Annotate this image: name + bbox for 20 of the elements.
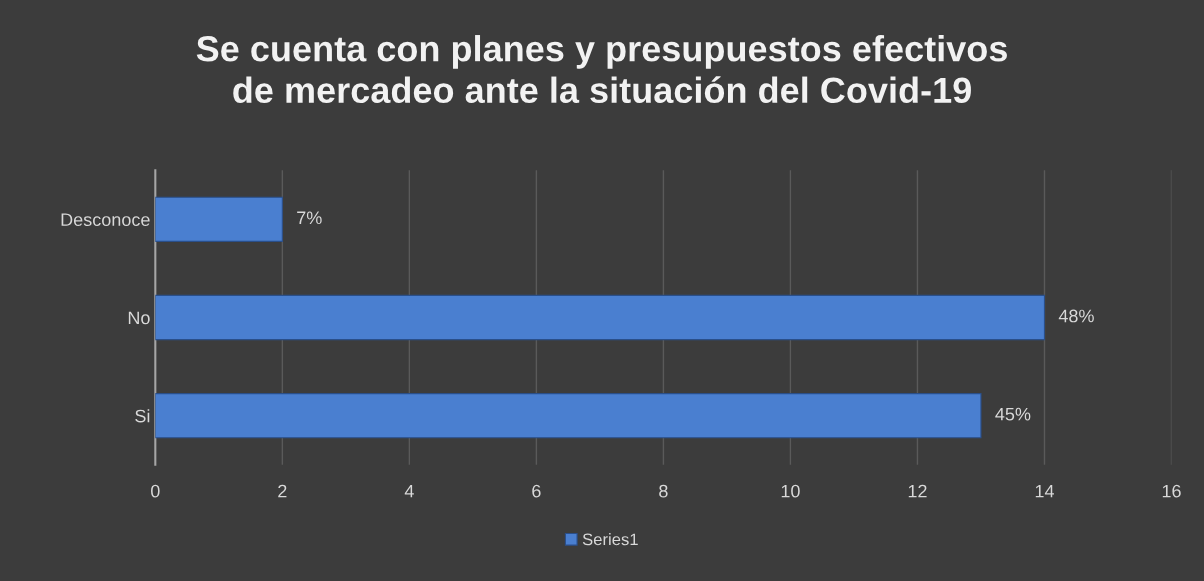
x-tick-label: 16 <box>1162 484 1181 498</box>
x-tick-label: 0 <box>151 484 160 498</box>
x-tick-label: 14 <box>1035 484 1054 498</box>
annotation: 7% <box>297 211 322 225</box>
y-tick-label: Desconoce <box>61 213 150 227</box>
x-tick-label: 12 <box>908 484 927 498</box>
x-tick-label: 2 <box>278 484 287 498</box>
x-tick-label: 4 <box>404 484 414 498</box>
legend-label: Series1 <box>582 533 638 546</box>
bar <box>155 294 1046 341</box>
annotation: 45% <box>995 407 1031 421</box>
x-tick-label: 10 <box>781 484 800 498</box>
x-tick-label: 8 <box>659 484 668 498</box>
bar <box>155 196 283 242</box>
bar <box>155 393 982 439</box>
chart-title: Se cuenta con planes y presupuestos efectivos de mercadeo ante la situación del Covid-19 <box>196 35 1007 104</box>
x-tick-label: 6 <box>532 484 541 498</box>
y-tick-label: Si <box>135 409 150 423</box>
annotation: 48% <box>1058 309 1094 323</box>
y-tick-label: No <box>128 311 150 325</box>
